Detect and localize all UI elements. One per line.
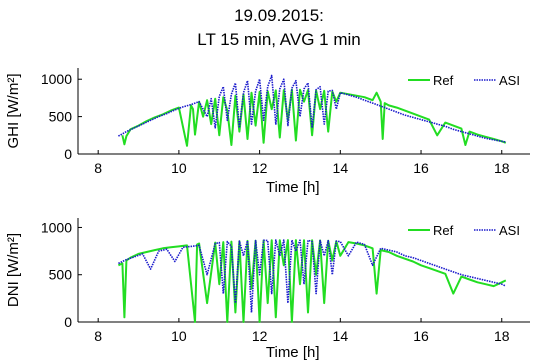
top-x-tick-label: 8 bbox=[94, 160, 102, 176]
top-x-tick-label: 10 bbox=[171, 160, 187, 176]
top-legend-label-asi: ASI bbox=[499, 73, 520, 88]
bottom-legend-label-asi: ASI bbox=[499, 223, 520, 238]
bottom-legend-label-ref: Ref bbox=[433, 223, 454, 238]
bottom-y-tick-label: 0 bbox=[64, 314, 72, 330]
bottom-series-line-asi bbox=[118, 239, 507, 314]
bottom-x-tick-label: 14 bbox=[333, 328, 349, 344]
top-series-line-ref bbox=[121, 88, 507, 147]
bottom-x-tick-label: 12 bbox=[252, 328, 268, 344]
top-x-tick-label: 16 bbox=[413, 160, 429, 176]
bottom-y-tick-label: 500 bbox=[49, 267, 73, 283]
top-y-tick-label: 500 bbox=[49, 109, 73, 125]
top-y-axis-label: GHI [W/m²] bbox=[5, 74, 22, 149]
bottom-x-tick-label: 10 bbox=[171, 328, 187, 344]
bottom-y-tick-label: 1000 bbox=[41, 219, 72, 235]
top-legend-label-ref: Ref bbox=[433, 73, 454, 88]
bottom-x-tick-label: 8 bbox=[94, 328, 102, 344]
top-y-tick-label: 1000 bbox=[41, 71, 72, 87]
bottom-x-tick-label: 16 bbox=[413, 328, 429, 344]
top-x-axis-label: Time [h] bbox=[266, 179, 320, 196]
bottom-x-tick-label: 18 bbox=[494, 328, 510, 344]
figure-title-line1: 19.09.2015: bbox=[234, 6, 324, 25]
top-x-tick-label: 18 bbox=[494, 160, 510, 176]
top-y-tick-label: 0 bbox=[64, 146, 72, 162]
top-x-tick-label: 14 bbox=[333, 160, 349, 176]
top-x-tick-label: 12 bbox=[252, 160, 268, 176]
figure-title-line2: LT 15 min, AVG 1 min bbox=[197, 30, 361, 49]
bottom-y-axis-label: DNI [W/m²] bbox=[5, 233, 22, 307]
bottom-x-axis-label: Time [h] bbox=[266, 344, 320, 361]
bottom-series-line-ref bbox=[117, 239, 507, 323]
top-series-line-asi bbox=[118, 74, 506, 143]
